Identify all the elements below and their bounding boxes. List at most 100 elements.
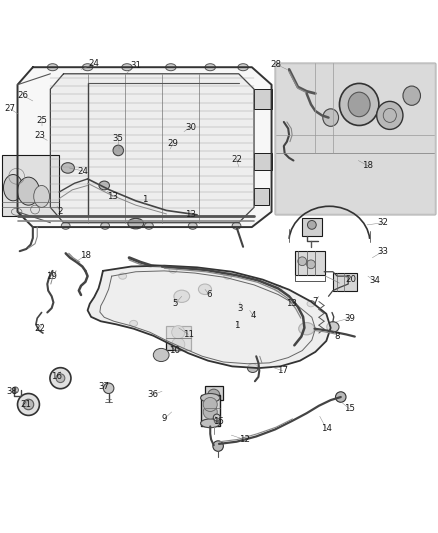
Text: 37: 37 <box>99 383 110 391</box>
Text: 25: 25 <box>36 116 47 125</box>
Ellipse shape <box>307 301 315 307</box>
Ellipse shape <box>172 338 185 351</box>
Ellipse shape <box>327 322 339 332</box>
Ellipse shape <box>203 405 217 419</box>
Ellipse shape <box>348 92 370 117</box>
Text: 24: 24 <box>78 166 89 175</box>
Ellipse shape <box>128 219 144 229</box>
Text: 22: 22 <box>34 324 45 333</box>
Ellipse shape <box>238 64 248 71</box>
Polygon shape <box>88 265 331 368</box>
Ellipse shape <box>323 109 339 126</box>
Ellipse shape <box>213 441 223 451</box>
Ellipse shape <box>99 181 110 190</box>
Ellipse shape <box>18 393 39 415</box>
Text: 2: 2 <box>58 207 63 216</box>
Ellipse shape <box>103 383 114 393</box>
Text: 21: 21 <box>20 400 31 409</box>
Text: 11: 11 <box>183 330 194 339</box>
Text: 7: 7 <box>313 297 318 306</box>
Text: 31: 31 <box>130 61 141 70</box>
Ellipse shape <box>224 273 232 279</box>
Bar <box>166 326 191 350</box>
Text: 8: 8 <box>335 332 340 341</box>
Text: 1: 1 <box>234 321 239 330</box>
Ellipse shape <box>336 392 346 402</box>
Bar <box>201 395 220 426</box>
Ellipse shape <box>122 64 132 71</box>
Ellipse shape <box>18 177 39 205</box>
Text: 5: 5 <box>173 299 178 308</box>
Ellipse shape <box>119 273 127 279</box>
Ellipse shape <box>23 399 34 410</box>
Text: 10: 10 <box>169 346 180 355</box>
Text: 32: 32 <box>378 218 389 227</box>
Ellipse shape <box>61 163 74 173</box>
Bar <box>254 89 272 109</box>
Text: 18: 18 <box>80 251 91 260</box>
Bar <box>254 188 269 205</box>
Text: 30: 30 <box>185 123 196 132</box>
Text: 14: 14 <box>321 424 332 433</box>
Ellipse shape <box>188 222 197 229</box>
Text: 22: 22 <box>231 155 242 164</box>
Ellipse shape <box>377 101 403 130</box>
Text: 38: 38 <box>7 387 18 396</box>
Text: 33: 33 <box>378 247 389 256</box>
Text: 4: 4 <box>251 311 256 320</box>
Ellipse shape <box>213 414 220 421</box>
Ellipse shape <box>153 349 169 361</box>
Text: 27: 27 <box>4 104 16 114</box>
Text: 13: 13 <box>185 211 196 219</box>
Ellipse shape <box>339 84 379 125</box>
Ellipse shape <box>172 326 185 339</box>
Ellipse shape <box>56 374 65 383</box>
Text: 9: 9 <box>162 415 167 423</box>
Bar <box>302 219 322 236</box>
Ellipse shape <box>169 267 177 273</box>
Ellipse shape <box>201 393 220 402</box>
Text: 26: 26 <box>18 91 29 100</box>
Text: 16: 16 <box>50 373 62 382</box>
Bar <box>275 63 435 214</box>
Text: 18: 18 <box>362 161 374 170</box>
Polygon shape <box>18 67 272 227</box>
Ellipse shape <box>130 320 138 327</box>
Ellipse shape <box>145 222 153 229</box>
Ellipse shape <box>203 398 217 411</box>
Ellipse shape <box>166 64 176 71</box>
Text: 20: 20 <box>345 275 356 284</box>
Ellipse shape <box>298 257 307 265</box>
Text: 15: 15 <box>344 405 355 414</box>
Text: 35: 35 <box>113 134 124 143</box>
Text: 13: 13 <box>286 299 297 308</box>
Ellipse shape <box>61 222 70 229</box>
Text: 12: 12 <box>239 435 250 444</box>
Ellipse shape <box>205 64 215 71</box>
Text: 34: 34 <box>369 277 380 286</box>
Ellipse shape <box>113 145 124 156</box>
Ellipse shape <box>307 260 315 269</box>
Polygon shape <box>50 74 254 223</box>
Ellipse shape <box>50 368 71 389</box>
Ellipse shape <box>34 185 49 207</box>
Ellipse shape <box>174 290 190 302</box>
Text: 3: 3 <box>237 304 243 313</box>
Ellipse shape <box>208 389 220 401</box>
Text: 6: 6 <box>207 290 212 300</box>
Ellipse shape <box>232 222 241 229</box>
Text: 1: 1 <box>142 195 147 204</box>
Bar <box>205 386 223 400</box>
Text: 24: 24 <box>88 59 100 68</box>
Ellipse shape <box>12 387 18 393</box>
Bar <box>333 273 357 290</box>
Polygon shape <box>275 63 435 214</box>
Text: 13: 13 <box>107 192 119 201</box>
Ellipse shape <box>101 222 110 229</box>
Text: 23: 23 <box>34 132 45 141</box>
Text: 36: 36 <box>148 390 159 399</box>
Bar <box>295 251 325 275</box>
Text: 28: 28 <box>270 60 282 69</box>
Ellipse shape <box>307 221 316 229</box>
Bar <box>254 152 272 170</box>
